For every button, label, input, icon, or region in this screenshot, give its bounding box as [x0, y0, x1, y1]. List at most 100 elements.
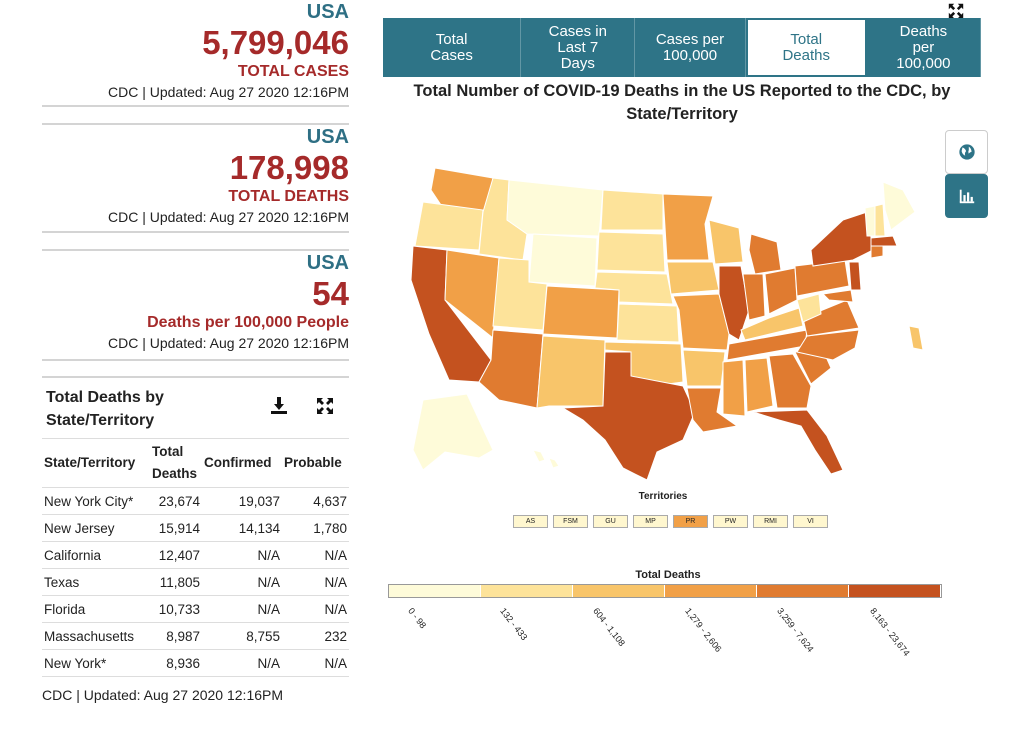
- state-ar[interactable]: [682, 349, 726, 387]
- state-fl[interactable]: [752, 409, 844, 475]
- state-dc-pr[interactable]: [908, 325, 924, 351]
- state-wv[interactable]: [796, 293, 822, 323]
- value-cell: 10,733: [150, 595, 202, 623]
- state-hi-2[interactable]: [548, 457, 560, 469]
- territories-title: Territories: [638, 491, 688, 502]
- state-ks[interactable]: [616, 303, 680, 343]
- state-name-cell: Massachusetts: [42, 622, 150, 650]
- globe-icon: [958, 144, 975, 160]
- tab-cases-last-7-days[interactable]: Cases in Last 7 Days: [521, 18, 636, 77]
- fullscreen-icon[interactable]: [947, 2, 965, 20]
- total-deaths-value: 178,998: [229, 149, 349, 186]
- state-oh[interactable]: [764, 267, 798, 315]
- region-label: USA: [306, 126, 349, 148]
- territory-mp[interactable]: MP: [633, 515, 668, 528]
- state-mt[interactable]: [506, 179, 604, 237]
- table-title: Total Deaths by State/Territory: [46, 389, 164, 429]
- legend-label: 604 - 1,108: [590, 606, 627, 649]
- value-cell: N/A: [202, 595, 282, 623]
- state-tx[interactable]: [561, 351, 696, 481]
- state-nj[interactable]: [848, 261, 862, 291]
- value-cell: 8,755: [202, 622, 282, 650]
- deaths-table: State/Territory Total Deaths Confirmed P…: [42, 438, 349, 677]
- expand-icon[interactable]: [315, 396, 335, 416]
- state-al[interactable]: [744, 357, 774, 413]
- table-row: New York City* 23,674 19,037 4,637: [42, 487, 349, 515]
- metric-tabs: Total Cases Cases in Last 7 Days Cases p…: [383, 18, 982, 77]
- column-header[interactable]: Confirmed: [202, 438, 282, 488]
- state-vt[interactable]: [864, 205, 876, 237]
- tab-deaths-per-100k[interactable]: Deaths per 100,000: [867, 18, 982, 77]
- state-mn[interactable]: [662, 193, 714, 261]
- state-nd[interactable]: [600, 189, 664, 231]
- state-az[interactable]: [478, 329, 544, 409]
- state-la[interactable]: [686, 387, 739, 433]
- state-ma[interactable]: [870, 235, 898, 247]
- state-ct[interactable]: [870, 245, 884, 259]
- territory-rmi[interactable]: RMI: [753, 515, 788, 528]
- table-row: New York* 8,936 N/A N/A: [42, 649, 349, 677]
- value-cell: N/A: [282, 649, 349, 677]
- legend-swatch: [573, 585, 665, 597]
- state-ky[interactable]: [740, 307, 804, 341]
- tab-cases-per-100k[interactable]: Cases per 100,000: [635, 18, 746, 77]
- value-cell: N/A: [282, 541, 349, 569]
- value-cell: 23,674: [150, 487, 202, 515]
- total-cases-label: TOTAL CASES: [237, 63, 349, 80]
- map-title: Total Number of COVID-19 Deaths in the U…: [413, 82, 951, 123]
- state-co[interactable]: [542, 285, 620, 339]
- tab-total-cases[interactable]: Total Cases: [383, 18, 522, 77]
- state-va[interactable]: [802, 299, 860, 337]
- state-sd[interactable]: [596, 231, 666, 273]
- territory-pr[interactable]: PR: [673, 515, 708, 528]
- updated-text: CDC | Updated: Aug 27 2020 12:16PM: [107, 335, 349, 351]
- value-cell: N/A: [282, 568, 349, 596]
- legend-label: 8,163 - 23,674: [867, 606, 912, 658]
- state-md[interactable]: [821, 289, 854, 303]
- tab-total-deaths[interactable]: Total Deaths: [745, 18, 867, 77]
- state-ny[interactable]: [810, 211, 874, 267]
- state-mi[interactable]: [748, 233, 782, 275]
- state-nm[interactable]: [536, 335, 606, 409]
- chart-view-button[interactable]: [945, 174, 988, 218]
- table-row: California 12,407 N/A N/A: [42, 541, 349, 569]
- state-pa[interactable]: [794, 259, 850, 297]
- territory-pw[interactable]: PW: [713, 515, 748, 528]
- state-name-cell: New York*: [42, 649, 150, 677]
- map-view-button[interactable]: [945, 130, 988, 174]
- value-cell: 232: [282, 622, 349, 650]
- us-choropleth-map[interactable]: [383, 150, 943, 490]
- state-ms[interactable]: [722, 359, 746, 417]
- column-header[interactable]: State/Territory: [42, 438, 150, 488]
- state-wi[interactable]: [708, 219, 744, 265]
- column-header[interactable]: Total Deaths: [150, 438, 202, 488]
- deaths-per-100k-card: USA 54 Deaths per 100,000 People CDC | U…: [42, 249, 349, 361]
- state-in[interactable]: [742, 273, 766, 321]
- total-cases-card: USA 5,799,046 TOTAL CASES CDC | Updated:…: [42, 0, 349, 107]
- state-wy[interactable]: [528, 233, 598, 287]
- state-name-cell: Florida: [42, 595, 150, 623]
- state-nc[interactable]: [796, 329, 860, 361]
- state-hi[interactable]: [532, 449, 546, 463]
- deaths-per-100k-label: Deaths per 100,000 People: [147, 314, 349, 331]
- total-deaths-label: TOTAL DEATHS: [228, 188, 349, 205]
- state-ne[interactable]: [594, 271, 674, 305]
- territory-fsm[interactable]: FSM: [553, 515, 588, 528]
- column-header[interactable]: Probable: [282, 438, 349, 488]
- state-me[interactable]: [882, 181, 916, 231]
- value-cell: 8,936: [150, 649, 202, 677]
- state-ia[interactable]: [666, 261, 720, 295]
- state-ga[interactable]: [768, 353, 812, 409]
- total-deaths-card: USA 178,998 TOTAL DEATHS CDC | Updated: …: [42, 123, 349, 233]
- territory-as[interactable]: AS: [513, 515, 548, 528]
- state-ak[interactable]: [412, 393, 494, 471]
- state-ut[interactable]: [492, 257, 548, 331]
- value-cell: 19,037: [202, 487, 282, 515]
- download-icon[interactable]: [269, 396, 289, 416]
- state-nh[interactable]: [874, 203, 886, 237]
- state-il[interactable]: [718, 265, 750, 341]
- table-updated-text: CDC | Updated: Aug 27 2020 12:16PM: [42, 687, 284, 703]
- state-or[interactable]: [414, 201, 484, 251]
- territory-gu[interactable]: GU: [593, 515, 628, 528]
- territory-vi[interactable]: VI: [793, 515, 828, 528]
